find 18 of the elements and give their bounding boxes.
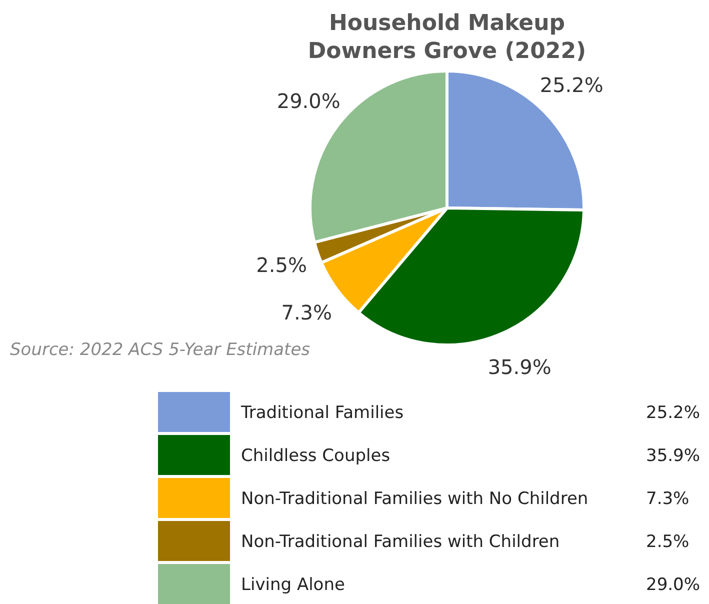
source-note: Source: 2022 ACS 5-Year Estimates: [10, 340, 310, 360]
chart-title: Household Makeup: [328, 11, 566, 36]
legend-label: Childless Couples: [241, 446, 390, 466]
text: 35.9%: [646, 446, 700, 466]
data-label: 2.5%: [256, 253, 307, 277]
text: 29.0%: [646, 574, 700, 595]
data-label: 25.2%: [540, 73, 604, 98]
legend-label: Traditional Families: [240, 402, 404, 423]
legend-label: Non-Traditional Families with Children: [241, 532, 560, 552]
text: 7.3%: [646, 488, 690, 509]
legend-label: Non-Traditional Families with No Children: [241, 488, 588, 509]
data-label: 35.9%: [488, 355, 552, 380]
chart-subtitle: Downers Grove (2022): [308, 39, 586, 64]
text: 2.5%: [646, 532, 690, 552]
legend-label: Living Alone: [241, 574, 345, 595]
text: 25.2%: [646, 402, 700, 423]
data-label: 7.3%: [281, 300, 332, 325]
data-label: 29.0%: [276, 88, 340, 113]
